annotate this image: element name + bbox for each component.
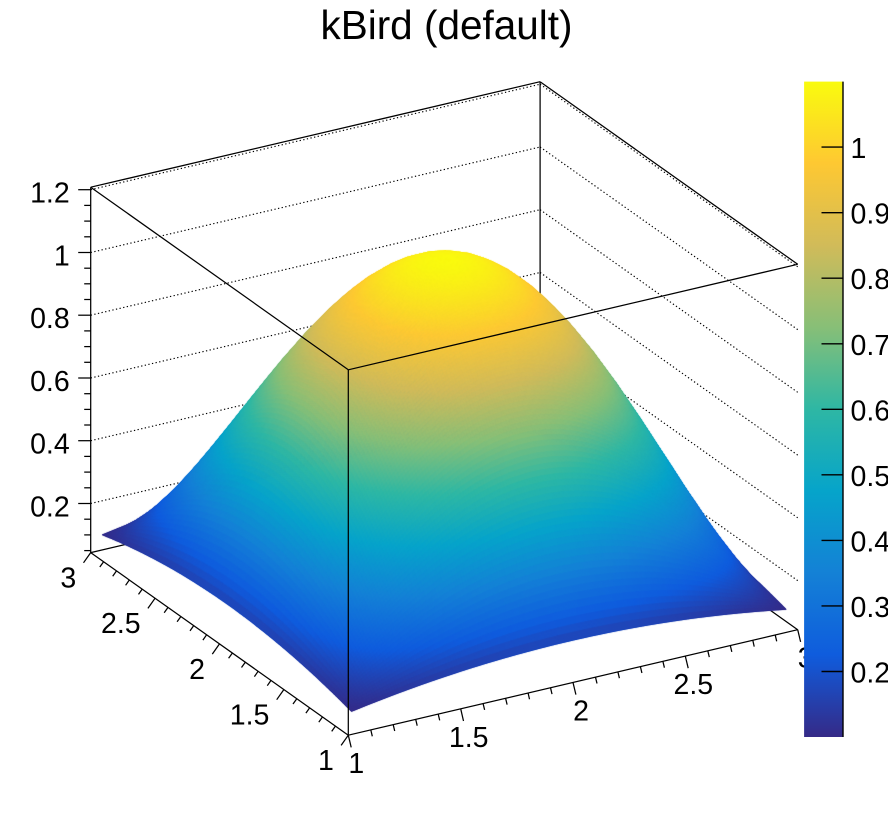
svg-text:2: 2	[573, 696, 589, 728]
svg-text:0.9: 0.9	[851, 199, 888, 231]
svg-text:0.4: 0.4	[30, 429, 70, 461]
svg-text:1.5: 1.5	[230, 700, 270, 732]
svg-text:2.5: 2.5	[101, 608, 141, 640]
svg-text:1.2: 1.2	[30, 178, 70, 210]
svg-text:2: 2	[189, 654, 205, 686]
svg-text:0.7: 0.7	[851, 330, 888, 362]
svg-text:0.4: 0.4	[851, 526, 888, 558]
svg-text:1: 1	[851, 133, 867, 165]
svg-text:kBird (default): kBird (default)	[320, 2, 572, 48]
svg-text:0.6: 0.6	[851, 395, 888, 427]
svg-text:3: 3	[60, 563, 76, 595]
svg-text:1: 1	[54, 240, 70, 272]
svg-text:0.6: 0.6	[30, 366, 70, 398]
svg-text:0.5: 0.5	[851, 461, 888, 493]
svg-text:0.2: 0.2	[851, 658, 888, 690]
svg-text:1: 1	[348, 748, 364, 780]
svg-text:1: 1	[318, 745, 334, 777]
svg-text:0.2: 0.2	[30, 491, 70, 523]
svg-text:0.8: 0.8	[851, 264, 888, 296]
svg-text:2.5: 2.5	[673, 669, 713, 701]
svg-text:0.3: 0.3	[851, 592, 888, 624]
svg-text:0.8: 0.8	[30, 303, 70, 335]
svg-text:1.5: 1.5	[449, 722, 489, 754]
